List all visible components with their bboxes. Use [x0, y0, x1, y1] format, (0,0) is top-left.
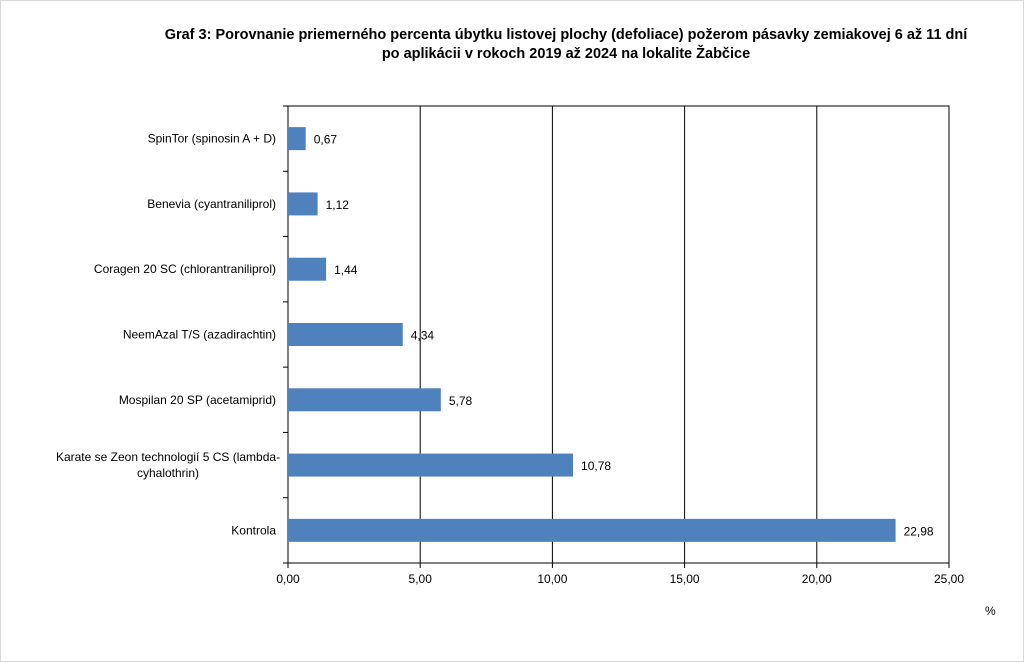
- data-label: 10,78: [581, 459, 611, 473]
- category-label: Karate se Zeon technologií 5 CS (lambda-: [56, 450, 280, 464]
- bar: [288, 257, 327, 281]
- x-axis-unit-label: %: [985, 604, 996, 618]
- category-label: NeemAzal T/S (azadirachtin): [123, 328, 276, 342]
- data-label: 0,67: [314, 133, 338, 147]
- data-label: 1,44: [334, 263, 358, 277]
- bar: [288, 518, 896, 542]
- x-tick-label: 10,00: [537, 572, 567, 586]
- x-tick-label: 15,00: [670, 572, 700, 586]
- chart-title: Graf 3: Porovnanie priemerného percenta …: [101, 26, 1024, 64]
- bar: [288, 453, 574, 477]
- bar: [288, 127, 306, 151]
- category-label: SpinTor (spinosin A + D): [148, 132, 276, 146]
- x-tick-label: 5,00: [409, 572, 433, 586]
- data-label: 1,12: [326, 198, 350, 212]
- data-label: 4,34: [411, 329, 435, 343]
- x-tick-label: 25,00: [934, 572, 964, 586]
- data-label: 22,98: [904, 524, 934, 538]
- category-label: Benevia (cyantraniliprol): [147, 197, 276, 211]
- category-label: Coragen 20 SC (chlorantraniliprol): [94, 262, 276, 276]
- data-label: 5,78: [449, 394, 473, 408]
- category-label: cyhalothrin): [137, 466, 199, 480]
- category-label: Kontrola: [231, 523, 276, 537]
- bar: [288, 192, 318, 216]
- chart-title-line-2: po aplikácii v rokoch 2019 až 2024 na lo…: [381, 46, 751, 62]
- bar: [288, 388, 441, 412]
- category-label: Mospilan 20 SP (acetamiprid): [119, 393, 276, 407]
- x-tick-label: 20,00: [802, 572, 832, 586]
- x-tick-label: 0,00: [276, 572, 300, 586]
- bar: [288, 323, 403, 346]
- chart-title-line-1: Graf 3: Porovnanie priemerného percenta …: [164, 27, 968, 43]
